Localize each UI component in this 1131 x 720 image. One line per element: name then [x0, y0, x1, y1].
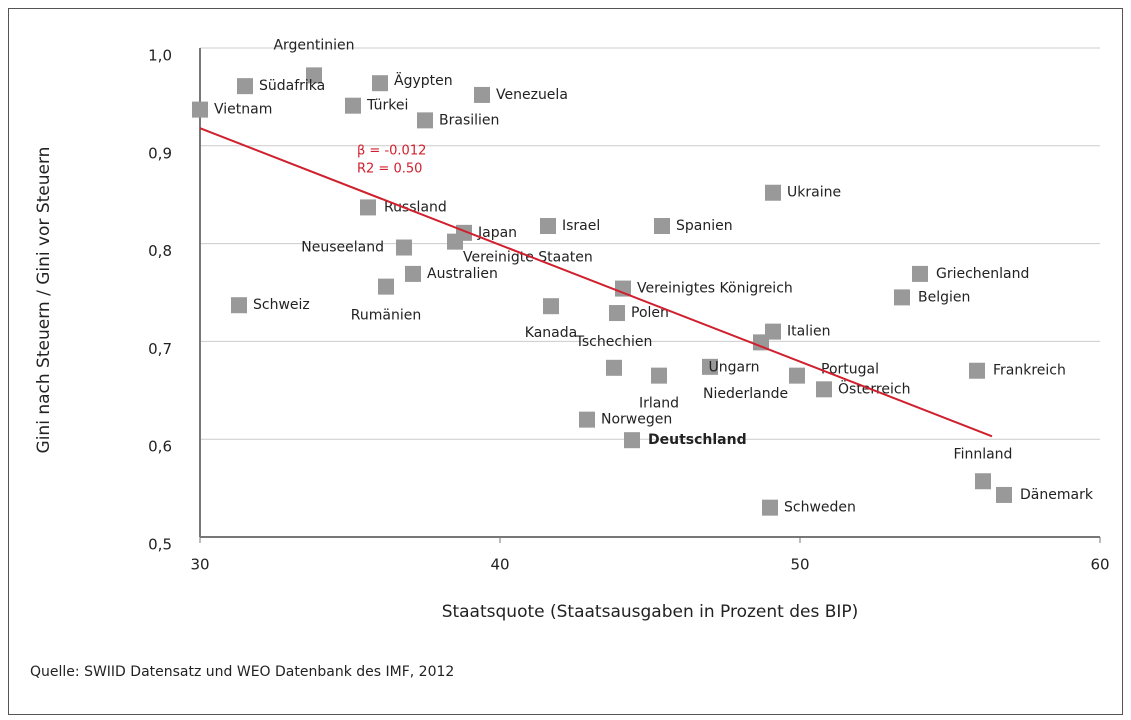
point-label: Japan: [477, 225, 517, 241]
y-tick-label: 0,5: [148, 536, 172, 554]
point: [765, 184, 781, 201]
point-label: Kanada: [525, 325, 577, 341]
point: [789, 367, 805, 384]
point: [396, 239, 412, 256]
y-tick-label: 0,7: [148, 340, 172, 358]
point: [912, 265, 928, 282]
point: [969, 362, 985, 379]
point-label: Südafrika: [259, 78, 325, 94]
y-tick-label: 0,8: [148, 242, 172, 260]
y-axis-title: Gini nach Steuern / Gini vor Steuern: [34, 147, 54, 454]
point: [765, 323, 781, 340]
x-tick-label: 50: [790, 556, 809, 574]
point: [816, 381, 832, 398]
point-label: Portugal: [821, 362, 879, 378]
point: [447, 233, 463, 250]
point: [975, 473, 991, 490]
point-label: Venezuela: [496, 87, 568, 103]
point: [231, 297, 247, 314]
point: [540, 217, 556, 234]
point: [474, 86, 490, 103]
point: [417, 112, 433, 129]
point-label: Griechenland: [936, 266, 1029, 282]
point: [579, 411, 595, 428]
point-label: Australien: [427, 266, 498, 282]
point: [894, 289, 910, 306]
point: [624, 432, 640, 449]
point: [654, 217, 670, 234]
annotation: R2 = 0.50: [357, 162, 422, 177]
point-label: Ungarn: [709, 359, 760, 375]
point-label: Frankreich: [993, 363, 1066, 379]
source: Quelle: SWIID Datensatz und WEO Datenban…: [30, 664, 454, 680]
point: [543, 298, 559, 315]
point: [360, 199, 376, 216]
point-label: Neuseeland: [301, 240, 384, 256]
point-label: Belgien: [918, 289, 970, 305]
point-label: Türkei: [366, 98, 408, 114]
point-label: Spanien: [676, 218, 733, 234]
point-label: Vereinigte Staaten: [463, 250, 593, 266]
point-label: Polen: [631, 305, 669, 321]
point: [702, 358, 718, 375]
point-label: Irland: [639, 396, 679, 412]
point-label: Italien: [787, 324, 830, 340]
point-label: Schweiz: [253, 297, 310, 313]
point: [237, 78, 253, 95]
frame: [8, 8, 1123, 715]
point: [345, 97, 361, 114]
trend-line: [199, 127, 993, 438]
point: [306, 67, 322, 84]
point: [606, 359, 622, 376]
point-label: Vereinigtes Königreich: [637, 281, 793, 297]
point: [651, 367, 667, 384]
point-label: Dänemark: [1020, 487, 1094, 503]
point-label: Vietnam: [214, 102, 272, 118]
annotation: β = -0.012: [357, 144, 426, 159]
y-tick-label: 0,6: [148, 438, 172, 456]
y-tick-label: 1,0: [148, 47, 172, 65]
point-label: Österreich: [838, 379, 910, 397]
point: [609, 305, 625, 322]
point-label: Norwegen: [601, 412, 672, 428]
point: [996, 486, 1012, 503]
point: [615, 280, 631, 297]
point: [192, 101, 208, 118]
point: [372, 75, 388, 92]
point-label: Argentinien: [273, 37, 354, 53]
y-tick-label: 0,9: [148, 144, 172, 162]
point-label: Niederlande: [703, 386, 788, 402]
x-tick-label: 40: [490, 556, 509, 574]
point-label: Tschechien: [575, 334, 653, 350]
x-tick-label: 30: [190, 556, 209, 574]
point: [378, 278, 394, 295]
point-label: Russland: [384, 199, 447, 215]
point-label: Schweden: [784, 500, 856, 516]
point-label: Rumänien: [351, 308, 421, 324]
point: [762, 499, 778, 516]
point-label: Ägypten: [394, 71, 453, 89]
point: [405, 265, 421, 282]
point-label: Deutschland: [648, 432, 747, 448]
point-label: Finnland: [954, 446, 1013, 462]
point-label: Brasilien: [439, 112, 499, 128]
x-tick-label: 60: [1090, 556, 1109, 574]
point-label: Ukraine: [787, 185, 841, 201]
point-label: Israel: [562, 218, 600, 234]
x-axis-title: Staatsquote (Staatsausgaben in Prozent d…: [442, 602, 859, 622]
